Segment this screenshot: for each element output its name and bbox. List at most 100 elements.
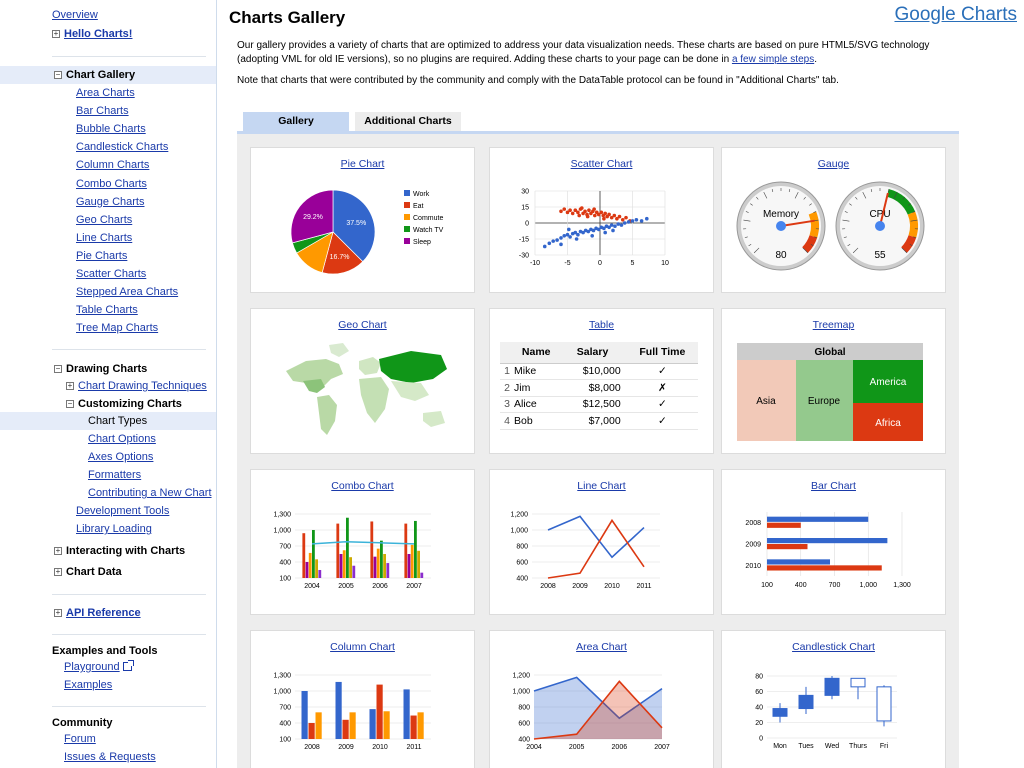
sidebar-item-hello-charts[interactable]: + Hello Charts! [52, 28, 133, 40]
sidebar-item-overview[interactable]: Overview [52, 9, 98, 21]
card-title[interactable]: Scatter Chart [570, 158, 633, 170]
sidebar-item-table-charts[interactable]: Table Charts [0, 301, 216, 319]
sidebar-item-chart-data[interactable]: + Chart Data [54, 566, 122, 578]
sidebar-item-forum[interactable]: Forum [64, 733, 96, 745]
sidebar-item-bar-charts[interactable]: Bar Charts [0, 102, 216, 120]
sidebar-item-api-reference[interactable]: + API Reference [54, 607, 141, 619]
card-column-chart[interactable]: Column Chart 1,300 1,000 700 400 100 2008 2009… [250, 630, 475, 768]
col-name[interactable]: Name [514, 342, 559, 364]
card-candlestick-chart[interactable]: Candlestick Chart 80 60 40 20 0 Mon Tues Wed Thu… [721, 630, 946, 768]
column-bar [301, 691, 308, 739]
sidebar-item-playground[interactable]: Playground [0, 658, 216, 676]
sidebar-item-gauge-charts[interactable]: Gauge Charts [0, 193, 216, 211]
sidebar-item-chart-options[interactable]: Chart Options [0, 430, 216, 448]
brand-link[interactable]: Google Charts [894, 4, 1017, 25]
col-salary[interactable]: Salary [558, 342, 627, 364]
collapse-icon[interactable]: − [54, 70, 62, 79]
sidebar-item-drawing-charts[interactable]: − Drawing Charts [54, 363, 148, 375]
gauge-tick [788, 188, 791, 193]
expand-icon[interactable]: + [54, 546, 62, 555]
sidebar-item-combo-charts[interactable]: Combo Charts [0, 175, 216, 193]
card-title[interactable]: Table [588, 319, 615, 331]
collapse-icon[interactable]: − [66, 399, 74, 408]
expand-icon[interactable]: + [54, 567, 62, 576]
card-title[interactable]: Treemap [812, 319, 855, 331]
card-title[interactable]: Column Chart [330, 641, 395, 653]
card-title[interactable]: Gauge [817, 158, 850, 170]
cell-name: Alice [514, 396, 559, 413]
card-area-chart[interactable]: Area Chart 1,200 1,000 800 600 400 2004 2005 20… [489, 630, 714, 768]
treemap-root[interactable] [737, 343, 923, 360]
card-title[interactable]: Geo Chart [338, 319, 387, 331]
table-row[interactable]: 2 Jim $8,000 ✗ [500, 379, 698, 397]
sidebar-item-candlestick-charts[interactable]: Candlestick Charts [0, 138, 216, 156]
card-combo-chart[interactable]: Combo Chart 1,300 1,000 700 400 100 2004 2005 2… [250, 469, 475, 615]
table-row[interactable]: 4 Bob $7,000 ✓ [500, 412, 698, 430]
card-scatter-chart[interactable]: Scatter Chart 30 15 0 -15 -30 -10 -5 0 5 10 [489, 147, 714, 293]
sidebar-item-contributing-a-new-chart[interactable]: Contributing a New Chart [0, 484, 216, 502]
scatter-point [616, 222, 620, 226]
sidebar-item-scatter-charts[interactable]: Scatter Charts [0, 265, 216, 283]
gauge-tick [852, 247, 859, 254]
card-table[interactable]: Table Name Salary Full Time 1 Mike $10,000… [489, 308, 714, 454]
sidebar-item-development-tools[interactable]: Development Tools [76, 505, 170, 517]
expand-icon[interactable]: + [52, 29, 60, 38]
scatter-point [611, 228, 615, 233]
treemap-label: Europe [808, 396, 841, 407]
sidebar-item-chart-drawing-techniques[interactable]: + Chart Drawing Techniques [66, 380, 207, 392]
card-title[interactable]: Bar Chart [811, 480, 856, 492]
card-title[interactable]: Candlestick Chart [792, 641, 875, 653]
sidebar-item-label: Bar Charts [76, 105, 129, 118]
sidebar-item-customizing-charts[interactable]: − Customizing Charts [66, 398, 182, 410]
expand-icon[interactable]: + [66, 381, 74, 390]
card-title[interactable]: Line Chart [577, 480, 626, 492]
card-title[interactable]: Area Chart [576, 641, 627, 653]
scatter-point [615, 216, 619, 221]
treemap-node-america[interactable] [853, 360, 923, 403]
sidebar-item-chart-gallery[interactable]: − Chart Gallery [0, 66, 216, 84]
sidebar-item-axes-options[interactable]: Axes Options [0, 448, 216, 466]
card-title[interactable]: Combo Chart [331, 480, 394, 492]
card-geo-chart[interactable]: Geo Chart [250, 308, 475, 454]
card-pie-chart[interactable]: Pie Chart 37.5% 16.7% 29.2% Work Eat Commute W… [250, 147, 475, 293]
bar [767, 522, 801, 528]
table-row[interactable]: 1 Mike $10,000 ✓ [500, 363, 698, 380]
gauge-label: CPU [869, 209, 890, 220]
sidebar-item-interacting[interactable]: + Interacting with Charts [54, 545, 186, 557]
sidebar-item-chart-types[interactable]: Chart Types [0, 412, 216, 430]
sidebar-item-stepped-area-charts[interactable]: Stepped Area Charts [0, 283, 216, 301]
scatter-point [619, 223, 624, 227]
sidebar-item-pie-charts[interactable]: Pie Charts [0, 247, 216, 265]
scatter-point [580, 206, 584, 210]
card-bar-chart[interactable]: Bar Chart 100 400 700 1,000 1,300 2008 2009 201… [721, 469, 946, 615]
sidebar-item-library-loading[interactable]: Library Loading [76, 523, 152, 535]
y-tick-label: 1,000 [512, 689, 530, 696]
card-gauge[interactable]: Gauge Memory 80 CPU 55 [721, 147, 946, 293]
expand-icon[interactable]: + [54, 608, 62, 617]
treemap-node-asia[interactable] [737, 360, 796, 441]
collapse-icon[interactable]: − [54, 364, 62, 373]
few-simple-steps-link[interactable]: a few simple steps [731, 54, 815, 65]
sidebar-item-area-charts[interactable]: Area Charts [0, 84, 216, 102]
table-row[interactable]: 3 Alice $12,500 ✓ [500, 396, 698, 413]
tab-gallery[interactable]: Gallery [243, 112, 349, 131]
card-title[interactable]: Pie Chart [340, 158, 385, 170]
sidebar-item-line-charts[interactable]: Line Charts [0, 229, 216, 247]
sidebar-item-column-charts[interactable]: Column Charts [0, 156, 216, 174]
sidebar-item-formatters[interactable]: Formatters [0, 466, 216, 484]
treemap-node-africa[interactable] [853, 403, 923, 441]
sidebar-item-geo-charts[interactable]: Geo Charts [0, 211, 216, 229]
sidebar-item-bubble-charts[interactable]: Bubble Charts [0, 120, 216, 138]
x-tick-label: -5 [564, 260, 570, 267]
card-treemap[interactable]: Treemap Global Asia Europe America Afric… [721, 308, 946, 454]
gauge-band [808, 211, 819, 238]
sidebar-item-tree-map-charts[interactable]: Tree Map Charts [0, 319, 216, 337]
treemap-node-europe[interactable] [796, 360, 853, 441]
tab-additional-charts[interactable]: Additional Charts [355, 112, 461, 131]
sidebar-item-examples[interactable]: Examples [64, 679, 113, 691]
sidebar-item-issues[interactable]: Issues & Requests [64, 751, 156, 763]
combo-bar [380, 540, 383, 578]
card-line-chart[interactable]: Line Chart 1,200 1,000 800 600 400 2008 2009 20… [489, 469, 714, 615]
col-full-time[interactable]: Full Time [626, 342, 698, 364]
gauge-chart: Memory 80 CPU 55 [736, 181, 925, 271]
